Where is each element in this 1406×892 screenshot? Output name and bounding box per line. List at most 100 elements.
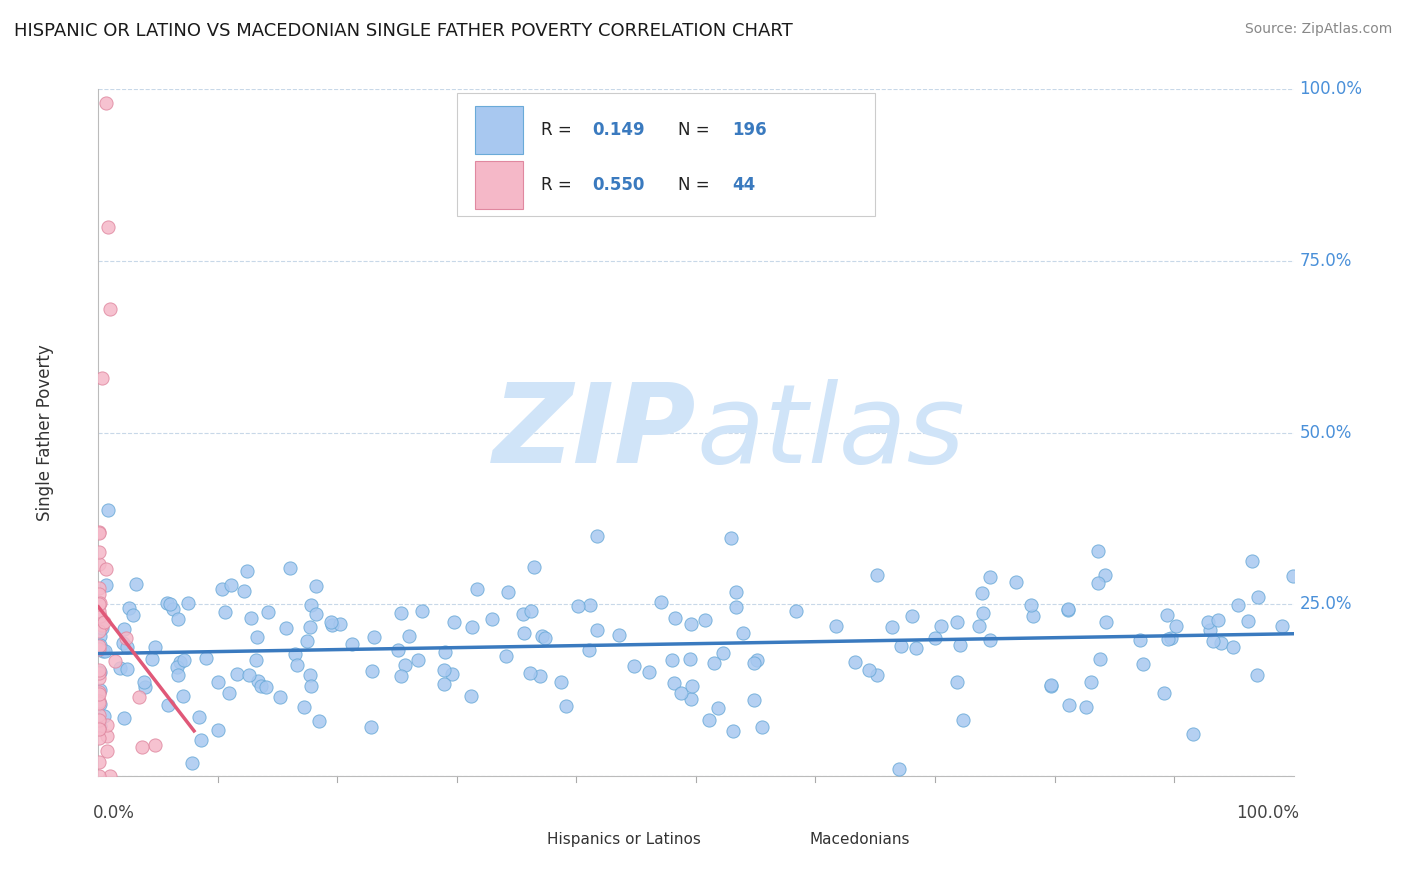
Point (887, 762, 910, 776)
Point (274, 621, 297, 635)
Text: N =: N = (678, 121, 714, 139)
Point (1080, 675, 1102, 690)
Point (904, 641, 927, 656)
Point (87, 604, 110, 618)
Point (519, 665, 541, 680)
Point (321, 615, 343, 629)
Point (90, 618, 112, 632)
Point (681, 679, 703, 693)
Point (1094, 567, 1116, 582)
Point (89, 719, 111, 733)
Point (949, 638, 972, 652)
Point (579, 598, 602, 612)
Point (1222, 640, 1244, 654)
Point (929, 619, 952, 633)
Point (443, 615, 465, 629)
Text: 0.149: 0.149 (592, 121, 644, 139)
Point (1199, 623, 1222, 637)
Point (87, 714, 110, 728)
Point (87, 597, 110, 611)
Text: Source: ZipAtlas.com: Source: ZipAtlas.com (1244, 22, 1392, 37)
Point (901, 608, 924, 623)
Point (305, 579, 328, 593)
Point (285, 658, 308, 673)
Point (299, 679, 322, 693)
Point (108, 661, 131, 675)
Point (865, 568, 887, 582)
Text: 50.0%: 50.0% (1299, 424, 1353, 442)
Point (145, 640, 167, 654)
Point (87, 663, 110, 677)
Point (406, 653, 429, 667)
Point (87, 685, 110, 699)
Text: 100.0%: 100.0% (1236, 804, 1299, 822)
Point (530, 629, 553, 643)
Point (134, 680, 156, 694)
Point (87, 581, 110, 595)
Point (232, 584, 254, 599)
Point (89, 629, 111, 643)
Point (495, 648, 517, 663)
Point (87, 696, 110, 710)
Point (1005, 574, 1028, 589)
Point (972, 607, 994, 621)
Point (1076, 699, 1098, 714)
Point (87, 525, 110, 540)
Point (1281, 568, 1303, 582)
Point (117, 640, 139, 654)
Point (1056, 602, 1078, 616)
Point (1088, 652, 1111, 666)
Point (157, 698, 180, 712)
Point (945, 615, 967, 629)
Point (638, 665, 661, 680)
Point (162, 602, 184, 616)
Point (661, 653, 683, 667)
Point (87, 557, 110, 571)
Point (98, 301, 122, 316)
Point (733, 626, 755, 640)
Point (87, 769, 110, 783)
FancyBboxPatch shape (475, 161, 523, 210)
Point (93, 644, 115, 658)
Point (131, 739, 153, 754)
Point (91, 644, 114, 658)
Point (117, 662, 139, 676)
Point (87, 524, 110, 539)
Point (94, 562, 117, 576)
Point (91, 69, 114, 83)
Point (1237, 614, 1260, 628)
Point (866, 668, 889, 682)
Point (555, 699, 578, 714)
Point (1087, 544, 1109, 558)
Point (394, 657, 416, 672)
Point (90, 621, 112, 635)
Point (292, 699, 315, 714)
Point (240, 611, 263, 625)
Point (96, 729, 118, 743)
Point (121, 607, 143, 622)
Point (89, 596, 111, 610)
Point (361, 664, 384, 678)
Point (979, 570, 1001, 584)
Point (1201, 633, 1223, 648)
Point (254, 680, 277, 694)
Point (87, 722, 110, 736)
Point (308, 714, 330, 729)
Point (97, 219, 120, 234)
Point (720, 531, 742, 545)
Point (124, 577, 146, 591)
Point (87, 641, 110, 656)
Point (650, 595, 672, 609)
Point (967, 619, 990, 633)
Point (89, 612, 111, 626)
Text: 100.0%: 100.0% (1299, 80, 1362, 98)
Point (662, 675, 685, 690)
Text: 75.0%: 75.0% (1299, 252, 1353, 270)
Point (166, 659, 188, 673)
Point (235, 564, 257, 578)
Point (329, 617, 352, 632)
Point (89, 665, 111, 679)
Point (219, 578, 242, 592)
Point (246, 673, 269, 688)
Text: Macedonians: Macedonians (810, 832, 910, 847)
